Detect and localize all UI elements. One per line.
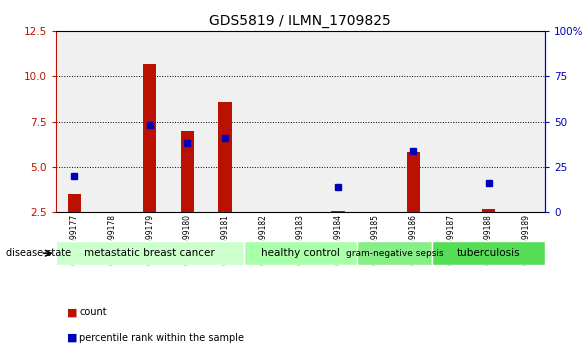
Text: tuberculosis: tuberculosis [456,248,520,258]
Text: percentile rank within the sample: percentile rank within the sample [79,333,244,343]
Bar [219,102,231,212]
Text: gram-negative sepsis: gram-negative sepsis [346,249,443,258]
Text: ■: ■ [67,333,78,343]
Bar [56,241,244,265]
Bar [181,131,194,212]
Bar [407,152,420,212]
Text: metastatic breast cancer: metastatic breast cancer [84,248,215,258]
Bar [482,209,495,212]
Title: GDS5819 / ILMN_1709825: GDS5819 / ILMN_1709825 [209,15,391,28]
Bar [68,194,81,212]
Text: healthy control: healthy control [261,248,340,258]
Bar [244,241,357,265]
Bar [331,211,345,212]
Bar [357,241,432,265]
Text: count: count [79,307,107,317]
Bar [432,241,545,265]
Bar [143,64,156,212]
Text: disease state: disease state [6,248,71,258]
Text: ■: ■ [67,307,78,317]
